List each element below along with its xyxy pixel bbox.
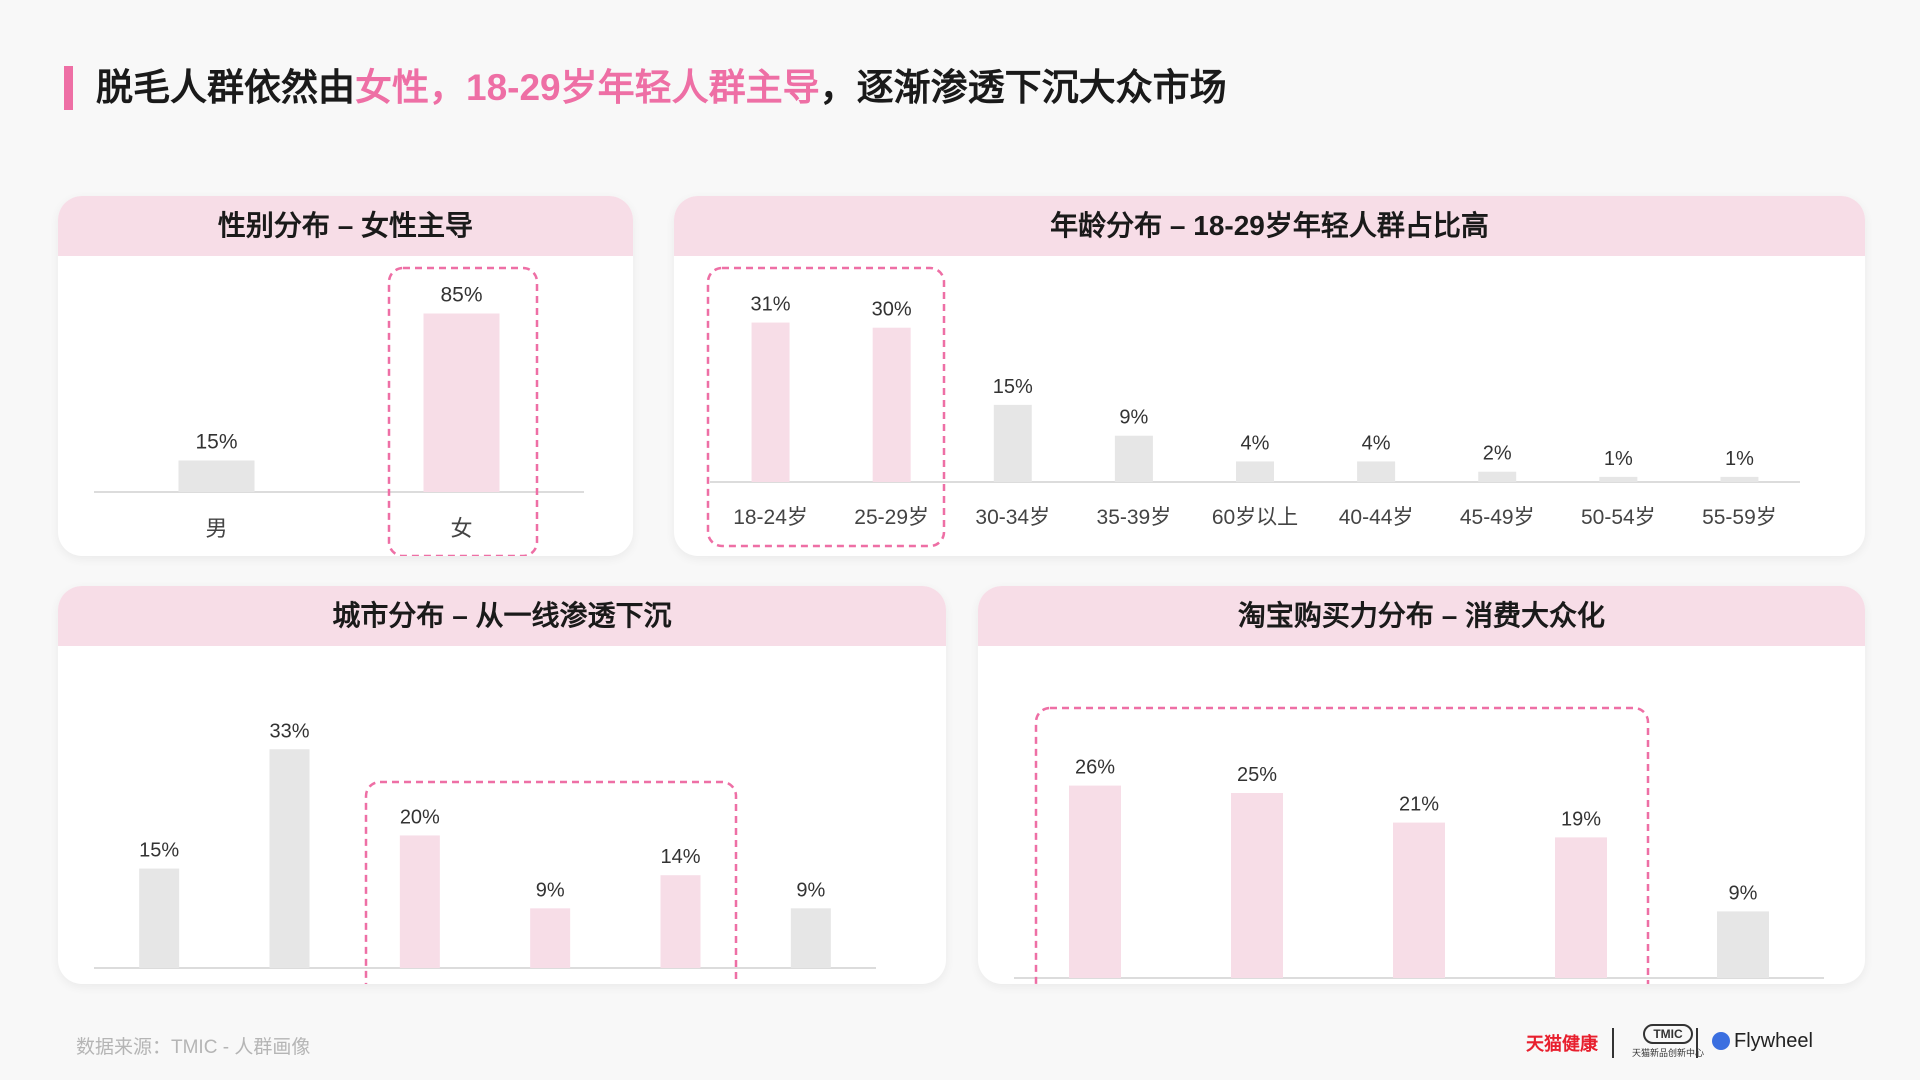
age-value-label: 15% <box>993 376 1033 398</box>
taobao-chart: 26%L325%L421%L219%L59%L1 <box>1014 706 1824 984</box>
city-value-label: 15% <box>139 840 179 862</box>
age-bar <box>1599 476 1638 482</box>
taobao-bar <box>1393 822 1445 978</box>
page-title-part1: 脱毛人群依然由 <box>96 67 355 108</box>
title-accent-bar <box>64 66 73 110</box>
age-value-label: 31% <box>751 294 791 316</box>
taobao-value-label: 26% <box>1075 757 1115 779</box>
age-value-label: 1% <box>1604 448 1633 470</box>
tmic-logo: TMIC 天猫新品创新中心 <box>1628 1024 1708 1059</box>
city-chart-title: 城市分布 – 从一线渗透下沉 <box>58 586 946 646</box>
city-chart: 15%一线33%二线20%三线9%四线14%五线9%六线及以下 <box>94 720 876 984</box>
city-value-label: 20% <box>400 806 440 828</box>
age-value-label: 1% <box>1725 448 1754 470</box>
gender-highlight-box <box>387 266 539 556</box>
data-source-note: 数据来源：TMIC - 人群画像 <box>76 1037 311 1058</box>
taobao-chart-title: 淘宝购买力分布 – 消费大众化 <box>978 586 1865 646</box>
taobao-value-label: 19% <box>1561 808 1601 830</box>
age-category-label: 30-34岁 <box>975 506 1050 529</box>
taobao-bar <box>1555 837 1607 978</box>
gender-chart-title: 性别分布 – 女性主导 <box>58 196 633 256</box>
footer-logos: 天猫健康 TMIC 天猫新品创新中心 Flywheel <box>1520 1022 1820 1066</box>
age-chart-title: 年龄分布 – 18-29岁年轻人群占比高 <box>674 196 1865 256</box>
taobao-value-label: 21% <box>1399 794 1439 816</box>
age-category-label: 60岁以上 <box>1212 506 1298 529</box>
age-category-label: 35-39岁 <box>1097 506 1172 529</box>
gender-bar <box>178 460 255 492</box>
age-bar <box>993 404 1032 482</box>
age-bar <box>1114 435 1153 482</box>
city-bar <box>790 908 831 968</box>
age-bar <box>1720 476 1759 482</box>
gender-value-label: 15% <box>195 431 237 454</box>
tmic-logo-subtitle: 天猫新品创新中心 <box>1631 1048 1704 1058</box>
gender-category-label: 女 <box>450 516 472 541</box>
age-bar <box>872 327 911 482</box>
age-category-label: 40-44岁 <box>1339 506 1414 529</box>
city-bar <box>530 908 571 968</box>
age-category-label: 25-29岁 <box>854 506 929 529</box>
age-value-label: 2% <box>1483 443 1512 465</box>
age-distribution-panel: 年龄分布 – 18-29岁年轻人群占比高 31% 18-24岁 30% 25-29岁 1… <box>674 196 1865 556</box>
age-chart: 31% 18-24岁 30% 25-29岁 15% 30-34岁 9% 35-39岁 4% 60岁… <box>706 266 1800 548</box>
logo-divider <box>1612 1028 1614 1058</box>
city-value-label: 9% <box>536 879 565 901</box>
city-value-label: 33% <box>269 720 309 742</box>
age-bar <box>1236 461 1274 482</box>
city-bar <box>139 868 180 968</box>
tmic-logo-mark: TMIC <box>1643 1024 1693 1044</box>
tmall-health-logo: 天猫健康 <box>1526 1034 1598 1054</box>
age-highlight-box <box>706 266 946 548</box>
age-bar <box>751 322 790 482</box>
age-category-label: 18-24岁 <box>733 506 808 529</box>
age-value-label: 30% <box>872 299 912 321</box>
age-category-label: 55-59岁 <box>1702 506 1777 529</box>
gender-bar <box>423 313 500 492</box>
flywheel-logo-text: Flywheel <box>1734 1030 1813 1052</box>
taobao-bar <box>1231 793 1283 978</box>
logo-divider <box>1696 1028 1698 1058</box>
taobao-bar <box>1069 785 1121 978</box>
city-value-label: 9% <box>796 879 825 901</box>
gender-chart: 15% 男 85% 女 <box>94 266 584 556</box>
taobao-value-label: 25% <box>1237 764 1277 786</box>
age-category-label: 50-54岁 <box>1581 506 1656 529</box>
city-bar <box>269 749 310 968</box>
city-bar <box>399 835 440 968</box>
flywheel-logo: Flywheel <box>1712 1030 1813 1053</box>
city-distribution-panel: 城市分布 – 从一线渗透下沉 15%一线33%二线20%三线9%四线14%五线9… <box>58 586 946 984</box>
age-category-label: 45-49岁 <box>1460 506 1535 529</box>
gender-category-label: 男 <box>205 516 227 541</box>
gender-value-label: 85% <box>440 284 482 307</box>
taobao-value-label: 9% <box>1729 882 1758 904</box>
city-value-label: 14% <box>660 846 700 868</box>
age-value-label: 4% <box>1241 432 1270 454</box>
city-highlight-box <box>364 780 738 984</box>
page-title-part2: ，逐渐渗透下沉大众市场 <box>819 67 1227 108</box>
age-bar <box>1357 461 1396 482</box>
city-bar <box>660 875 701 968</box>
taobao-highlight-box <box>1034 706 1650 984</box>
taobao-bar <box>1717 911 1769 978</box>
gender-distribution-panel: 性别分布 – 女性主导 15% 男 85% 女 <box>58 196 633 556</box>
age-bar <box>1478 471 1517 482</box>
taobao-purchasing-power-panel: 淘宝购买力分布 – 消费大众化 26%L325%L421%L219%L59%L1 <box>978 586 1865 984</box>
page-title-highlight: 女性，18-29岁年轻人群主导 <box>355 67 820 108</box>
page-title: 脱毛人群依然由女性，18-29岁年轻人群主导，逐渐渗透下沉大众市场 <box>96 64 1227 112</box>
age-value-label: 4% <box>1362 432 1391 454</box>
flywheel-icon <box>1712 1032 1730 1050</box>
age-value-label: 9% <box>1119 407 1148 429</box>
